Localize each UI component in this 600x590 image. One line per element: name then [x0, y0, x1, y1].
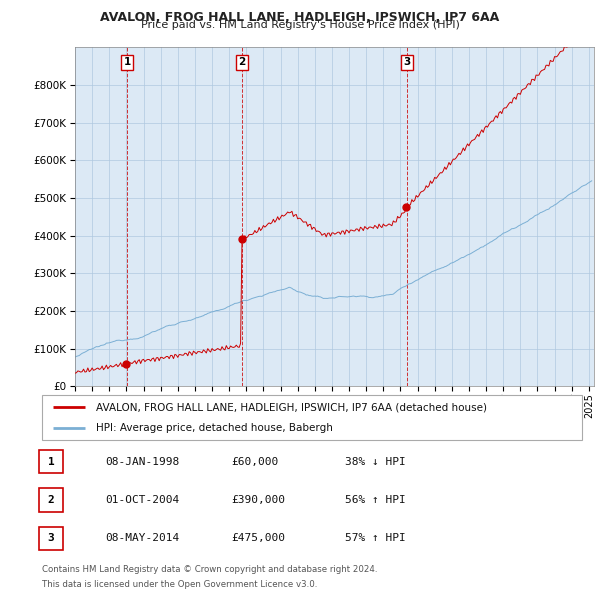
FancyBboxPatch shape — [42, 395, 582, 440]
Text: £390,000: £390,000 — [231, 495, 285, 505]
Text: Contains HM Land Registry data © Crown copyright and database right 2024.: Contains HM Land Registry data © Crown c… — [42, 565, 377, 574]
Text: HPI: Average price, detached house, Babergh: HPI: Average price, detached house, Babe… — [96, 422, 333, 432]
Text: 2: 2 — [238, 57, 245, 67]
Text: £60,000: £60,000 — [231, 457, 278, 467]
Text: 2: 2 — [47, 495, 55, 505]
Text: 3: 3 — [403, 57, 410, 67]
Text: AVALON, FROG HALL LANE, HADLEIGH, IPSWICH, IP7 6AA: AVALON, FROG HALL LANE, HADLEIGH, IPSWIC… — [100, 11, 500, 24]
Text: 08-MAY-2014: 08-MAY-2014 — [105, 533, 179, 543]
Text: 57% ↑ HPI: 57% ↑ HPI — [345, 533, 406, 543]
Text: 38% ↓ HPI: 38% ↓ HPI — [345, 457, 406, 467]
Text: 3: 3 — [47, 533, 55, 543]
FancyBboxPatch shape — [39, 489, 63, 512]
Text: £475,000: £475,000 — [231, 533, 285, 543]
FancyBboxPatch shape — [39, 450, 63, 473]
Text: 56% ↑ HPI: 56% ↑ HPI — [345, 495, 406, 505]
Text: 08-JAN-1998: 08-JAN-1998 — [105, 457, 179, 467]
FancyBboxPatch shape — [39, 527, 63, 550]
Text: Price paid vs. HM Land Registry's House Price Index (HPI): Price paid vs. HM Land Registry's House … — [140, 20, 460, 30]
Text: AVALON, FROG HALL LANE, HADLEIGH, IPSWICH, IP7 6AA (detached house): AVALON, FROG HALL LANE, HADLEIGH, IPSWIC… — [96, 402, 487, 412]
Text: 1: 1 — [124, 57, 131, 67]
Text: 1: 1 — [47, 457, 55, 467]
Text: This data is licensed under the Open Government Licence v3.0.: This data is licensed under the Open Gov… — [42, 580, 317, 589]
Text: 01-OCT-2004: 01-OCT-2004 — [105, 495, 179, 505]
